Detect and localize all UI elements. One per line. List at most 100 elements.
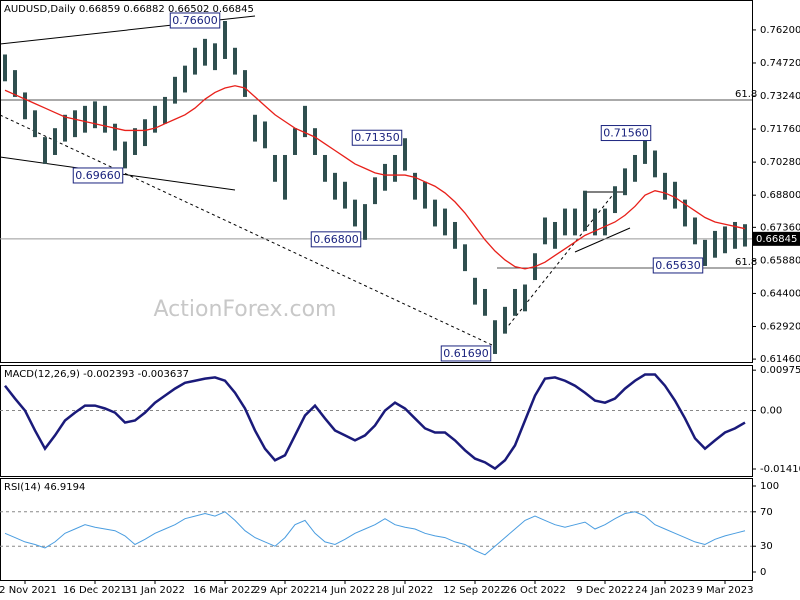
price-bar — [553, 221, 557, 249]
price-bar — [663, 172, 667, 200]
price-bar — [503, 306, 507, 334]
price-annotation: 0.69660 — [72, 167, 124, 184]
y-tick-label: 0.73240 — [760, 91, 800, 102]
price-bar — [573, 208, 577, 236]
annotation-label: 0.76600 — [172, 14, 218, 27]
annotation-box — [351, 129, 403, 146]
price-bar — [43, 137, 47, 164]
y-tick-label: 0.64400 — [760, 288, 800, 299]
x-tick-label: 16 Dec 2021 — [63, 585, 127, 596]
price-bar — [293, 128, 297, 155]
price-bar — [113, 123, 117, 151]
price-bar — [183, 65, 187, 93]
panel-frame — [0, 0, 753, 363]
price-bar — [673, 181, 677, 209]
price-annotation: 0.61690 — [440, 345, 492, 362]
price-bar — [563, 208, 567, 236]
annotation-box — [600, 125, 652, 142]
y-tick-label: 0.70280 — [760, 157, 800, 168]
price-bar — [323, 154, 327, 182]
price-bar — [53, 128, 57, 155]
y-tick-label: 0.76200 — [760, 25, 800, 36]
price-bar — [153, 105, 157, 133]
price-bar — [73, 110, 77, 138]
price-bar — [333, 172, 337, 200]
price-bar — [733, 221, 737, 249]
price-bar — [83, 105, 87, 133]
watermark: ActionForex.com — [154, 297, 337, 322]
price-bar — [23, 92, 27, 120]
annotation-label: 0.66800 — [313, 233, 359, 246]
price-bar — [443, 208, 447, 236]
annotation-label: 0.71560 — [603, 127, 649, 140]
y-tick-label: 30 — [760, 541, 773, 552]
price-bar — [13, 70, 17, 97]
fib-label: 61.8 — [735, 257, 757, 268]
annotation-label: 0.71350 — [354, 131, 400, 144]
price-bar — [383, 163, 387, 191]
price-bar — [33, 110, 37, 138]
price-bar — [233, 47, 237, 75]
panel-title: MACD(12,26,9) -0.002393 -0.003637 — [4, 369, 189, 380]
price-bar — [703, 239, 707, 266]
last-price-label: 0.66845 — [756, 234, 797, 245]
price-bar — [93, 101, 97, 129]
y-tick-label: 0.009751 — [760, 365, 800, 376]
annotation-label: 0.61690 — [443, 347, 489, 360]
price-bar — [103, 105, 107, 133]
x-tick-label: 31 Jan 2022 — [125, 585, 185, 596]
price-bar — [653, 150, 657, 178]
price-bar — [643, 133, 647, 164]
price-annotation: 0.71350 — [351, 129, 403, 146]
price-bar — [603, 208, 607, 236]
panel-frame — [0, 365, 753, 477]
price-bar — [123, 141, 127, 169]
price-bar — [373, 177, 377, 205]
y-tick-label: 0.74720 — [760, 58, 800, 69]
price-annotation: 0.65630 — [652, 257, 704, 274]
x-tick-label: 9 Dec 2022 — [576, 585, 634, 596]
y-tick-label: 0.65880 — [760, 255, 800, 266]
price-bar — [683, 199, 687, 227]
price-bar — [263, 121, 267, 149]
y-tick-label: 0.71760 — [760, 124, 800, 135]
price-bar — [303, 105, 307, 138]
x-tick-label: 9 Mar 2023 — [696, 585, 753, 596]
panel-title: RSI(14) 46.9194 — [4, 482, 85, 493]
panel-title: AUDUSD,Daily 0.66859 0.66882 0.66502 0.6… — [4, 4, 254, 15]
series-line — [4, 85, 746, 270]
price-bar — [483, 288, 487, 316]
price-bar — [583, 190, 587, 231]
series-line — [4, 373, 746, 471]
panel-frame — [0, 478, 753, 581]
price-annotation: 0.66800 — [310, 231, 362, 248]
price-bar — [3, 54, 7, 82]
x-tick-label: 26 Oct 2022 — [504, 585, 566, 596]
y-tick-label: 0.62920 — [760, 321, 800, 332]
y-tick-label: 70 — [760, 507, 773, 518]
price-bar — [413, 172, 417, 200]
price-bar — [363, 204, 367, 240]
price-bar — [493, 320, 497, 354]
annotation-box — [310, 231, 362, 248]
price-bar — [473, 277, 477, 305]
x-tick-label: 2 Nov 2021 — [0, 585, 57, 596]
price-bar — [633, 154, 637, 182]
annotation-box — [652, 257, 704, 274]
price-bar — [453, 221, 457, 249]
price-bar — [613, 186, 617, 214]
annotation-box — [169, 12, 221, 29]
price-bar — [393, 154, 397, 182]
y-tick-label: 0.00 — [760, 406, 782, 417]
price-bar — [253, 114, 257, 142]
price-bar — [163, 96, 167, 124]
x-tick-label: 28 Jul 2022 — [377, 585, 434, 596]
y-tick-label: 0.67360 — [760, 222, 800, 233]
x-tick-label: 29 Apr 2022 — [254, 585, 316, 596]
price-bar — [213, 43, 217, 71]
y-tick-label: -0.014107 — [760, 464, 800, 475]
price-bar — [243, 70, 247, 97]
price-annotation: 0.76600 — [169, 12, 221, 29]
trend-line — [574, 227, 631, 253]
fib-label: 61.8 — [735, 89, 757, 100]
